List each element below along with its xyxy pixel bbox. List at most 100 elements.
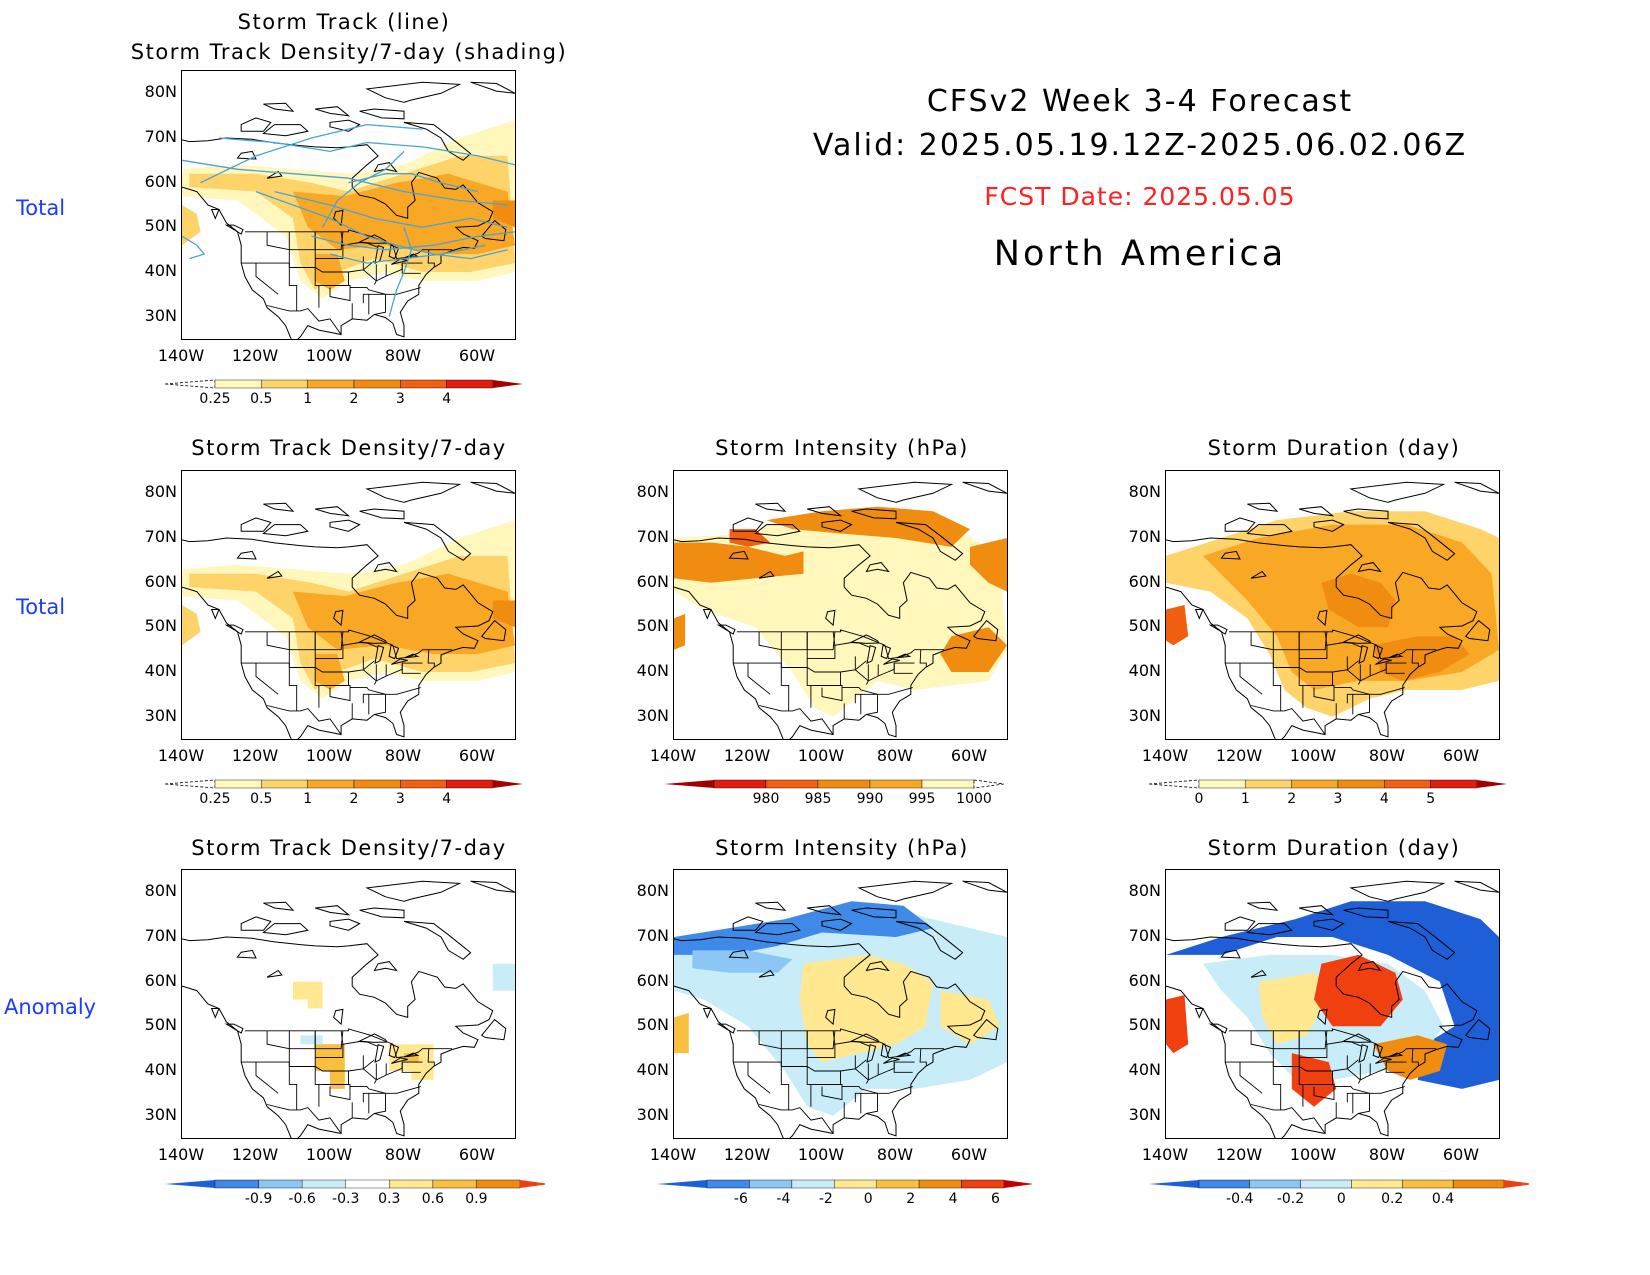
lat-tick-label: 30N bbox=[636, 705, 669, 725]
state-border-0 bbox=[736, 1028, 945, 1059]
state-border-10 bbox=[318, 684, 351, 702]
lat-tick-label: 40N bbox=[636, 1060, 669, 1079]
lake-outline-4 bbox=[404, 1052, 420, 1058]
panel3-title: Storm Intensity (hPa) bbox=[715, 436, 969, 460]
colorbar-swatch-5 bbox=[446, 779, 494, 789]
colorbar-tick-label: 980 bbox=[753, 791, 780, 807]
lon-tick-label: 100W bbox=[797, 746, 845, 765]
lake-outline-1 bbox=[1358, 644, 1369, 664]
lake-outline-4 bbox=[404, 653, 420, 659]
island-outline-10 bbox=[972, 1018, 999, 1041]
island-outline-4 bbox=[359, 108, 405, 120]
fcst-date: FCST Date: 2025.05.05 bbox=[984, 182, 1296, 211]
lake-outline-4 bbox=[896, 1052, 912, 1058]
lon-tick-label: 60W bbox=[950, 1145, 988, 1164]
lake-outline-5 bbox=[825, 609, 836, 627]
p2-map-svg bbox=[182, 481, 515, 739]
state-border-13 bbox=[374, 264, 377, 285]
colorbar-tick-label: 0 bbox=[1195, 791, 1204, 807]
density-gulf-alaska bbox=[182, 605, 201, 646]
colorbar-swatch-3 bbox=[353, 379, 401, 389]
island-outline-8 bbox=[962, 481, 1007, 494]
state-border-3 bbox=[1239, 663, 1263, 695]
lat-tick-label: 70N bbox=[1128, 926, 1161, 945]
colorbar-swatch-1 bbox=[749, 1179, 793, 1189]
island-outline-10 bbox=[972, 619, 999, 642]
lat-tick-label: 70N bbox=[144, 127, 177, 146]
island-outline-11 bbox=[210, 1008, 220, 1019]
state-border-15 bbox=[1346, 1092, 1370, 1114]
island-outline-12 bbox=[224, 1023, 244, 1034]
colorbar-tick-label: 2 bbox=[350, 791, 359, 807]
region-name: North America bbox=[993, 234, 1287, 274]
map-panel-intensity-total bbox=[673, 470, 1008, 740]
panel5-title: Storm Track Density/7-day bbox=[191, 836, 507, 860]
lake-outline-7 bbox=[1220, 949, 1241, 959]
lon-tick-label: 100W bbox=[1289, 746, 1337, 765]
lat-tick-label: 40N bbox=[1128, 661, 1161, 680]
colorbar-tick-label: 2 bbox=[350, 391, 359, 407]
map-panel-intensity-anomaly bbox=[673, 869, 1008, 1139]
state-border-0 bbox=[736, 629, 945, 660]
state-border-11 bbox=[1334, 687, 1405, 695]
colorbar-swatch-0 bbox=[214, 779, 262, 789]
row-label-total-1: Total bbox=[16, 196, 66, 220]
coastline bbox=[674, 537, 986, 739]
state-border-10 bbox=[318, 284, 351, 302]
colorbar-swatch-0 bbox=[214, 1179, 259, 1189]
colorbar-swatch-3 bbox=[353, 779, 401, 789]
storm-track-line-4 bbox=[329, 244, 486, 264]
state-border-13 bbox=[866, 664, 869, 685]
state-border-1 bbox=[1250, 1104, 1326, 1134]
island-outline-10 bbox=[480, 619, 507, 642]
state-border-18 bbox=[401, 1061, 423, 1073]
state-border-0 bbox=[244, 1028, 453, 1059]
lake-outline-4 bbox=[1388, 653, 1404, 659]
colorbar-tick-label: 5 bbox=[1426, 791, 1435, 807]
dens-anom-dakotas-0 bbox=[300, 1035, 323, 1045]
island-outline-5 bbox=[315, 106, 351, 117]
colorbar-right-arrow bbox=[520, 1180, 545, 1188]
colorbar-tick-label: 990 bbox=[857, 791, 884, 807]
lon-tick-label: 80W bbox=[876, 1145, 914, 1164]
island-outline-11 bbox=[210, 609, 220, 620]
island-outline-0 bbox=[403, 521, 472, 561]
colorbar-swatch-0 bbox=[1198, 1179, 1250, 1189]
island-outline-9 bbox=[865, 562, 890, 573]
colorbar-track-total: 0.25 0.5 1 2 3 4 bbox=[164, 379, 523, 407]
island-outline-0 bbox=[1387, 920, 1456, 960]
colorbar-tick-label: 4 bbox=[442, 791, 451, 807]
colorbar-tick-label: 1 bbox=[1241, 791, 1250, 807]
state-border-0 bbox=[1228, 1028, 1437, 1059]
colorbar-left-arrow bbox=[657, 1180, 707, 1188]
dur-anom-arctic bbox=[1166, 901, 1499, 1089]
state-border-20 bbox=[1325, 1041, 1363, 1047]
state-border-6 bbox=[314, 631, 320, 708]
state-border-8 bbox=[315, 631, 344, 660]
colorbar-tick-label: 3 bbox=[396, 391, 405, 407]
lake-outline-7 bbox=[236, 550, 257, 560]
colorbar-tick-label: 3 bbox=[396, 791, 405, 807]
lon-tick-label: 120W bbox=[231, 346, 279, 365]
island-outline-5 bbox=[807, 905, 843, 916]
storm-track-line-6 bbox=[182, 235, 206, 260]
island-outline-12 bbox=[224, 224, 244, 235]
p7-map-svg bbox=[1166, 880, 1499, 1138]
state-border-5 bbox=[1272, 631, 1282, 711]
panel7-title: Storm Duration (day) bbox=[1207, 836, 1461, 860]
island-outline-4 bbox=[1343, 907, 1389, 919]
state-border-3 bbox=[255, 1062, 279, 1094]
colorbar-duration-total: 0 1 2 3 4 5 bbox=[1148, 779, 1507, 807]
island-outline-10 bbox=[1464, 1018, 1491, 1041]
colorbar-swatch-2 bbox=[1300, 1179, 1352, 1189]
lat-tick-label: 80N bbox=[1128, 881, 1161, 901]
p5-map-svg bbox=[182, 880, 515, 1138]
state-border-8 bbox=[807, 631, 836, 660]
state-border-3 bbox=[747, 663, 771, 695]
lake-outline-7 bbox=[1220, 550, 1241, 560]
lake-outline-0 bbox=[1341, 634, 1372, 644]
lake-outline-5 bbox=[1317, 609, 1328, 627]
colorbar-swatch-3 bbox=[869, 779, 923, 789]
lake-outline-5 bbox=[333, 1008, 344, 1026]
lat-tick-label: 70N bbox=[636, 527, 669, 546]
